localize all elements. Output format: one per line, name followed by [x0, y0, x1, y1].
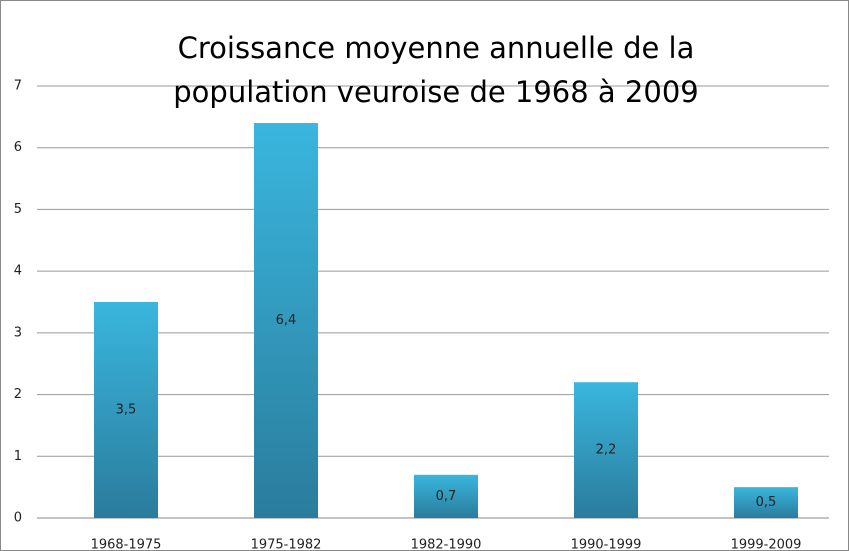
y-tick-label: 1	[14, 449, 22, 464]
bar	[734, 487, 798, 518]
y-tick-label: 0	[14, 511, 22, 526]
y-tick-label: 5	[14, 202, 22, 217]
bar	[574, 382, 638, 518]
y-tick-label: 3	[14, 325, 22, 340]
x-tick-label: 1968-1975	[91, 538, 162, 551]
data-label: 2,2	[596, 443, 617, 458]
x-tick-label: 1982-1990	[411, 538, 482, 551]
bar	[254, 123, 318, 519]
bar	[414, 474, 478, 518]
data-label: 3,5	[116, 403, 137, 418]
y-tick-label: 7	[14, 79, 22, 94]
y-tick-label: 6	[14, 140, 22, 155]
bar	[94, 302, 158, 518]
chart-title: Croissance moyenne annuelle de la	[178, 31, 695, 65]
x-tick-label: 1990-1999	[571, 538, 642, 551]
data-label: 0,7	[436, 489, 457, 504]
x-tick-label: 1975-1982	[251, 538, 322, 551]
data-label: 0,5	[756, 495, 777, 510]
y-tick-label: 2	[14, 387, 22, 402]
x-tick-label: 1999-2009	[731, 538, 802, 551]
y-tick-label: 4	[14, 264, 22, 279]
data-label: 6,4	[276, 313, 297, 328]
chart-title: population veuroise de 1968 à 2009	[173, 75, 698, 109]
